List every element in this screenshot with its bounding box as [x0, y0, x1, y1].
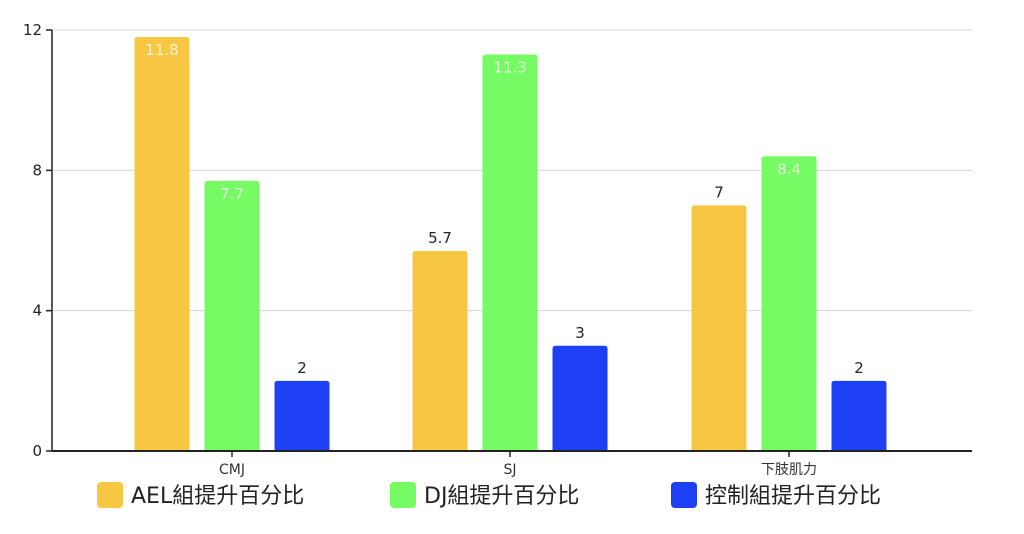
y-axis-ticks: 0 4 8 12 [23, 21, 52, 460]
data-label: 7 [714, 183, 724, 201]
legend-label: DJ組提升百分比 [424, 484, 579, 509]
bars [134, 37, 887, 452]
data-label: 5.7 [428, 229, 452, 247]
bar [482, 54, 538, 451]
data-labels: 11.8 7.7 2 5.7 11.3 3 7 8.4 2 [145, 41, 863, 377]
legend-label: 控制組提升百分比 [705, 484, 881, 509]
data-label: 11.8 [145, 41, 178, 59]
data-label: 3 [575, 324, 585, 342]
legend: AEL組提升百分比 DJ組提升百分比 控制組提升百分比 [97, 482, 881, 509]
data-label: 2 [854, 359, 864, 377]
bar [134, 37, 190, 452]
data-label: 7.7 [220, 185, 244, 203]
y-tick-label: 4 [32, 302, 42, 320]
y-tick-label: 0 [32, 442, 42, 460]
y-tick-label: 12 [23, 21, 42, 39]
data-label: 11.3 [493, 59, 526, 77]
bar [274, 380, 330, 451]
legend-swatch [97, 482, 123, 508]
legend-label: AEL組提升百分比 [131, 484, 304, 509]
bar [761, 156, 817, 452]
x-category-label: SJ [503, 462, 516, 478]
data-label: 2 [297, 359, 307, 377]
bar [831, 380, 887, 451]
legend-swatch [390, 482, 416, 508]
bar [412, 251, 468, 451]
bar [204, 180, 260, 451]
bar [691, 205, 747, 451]
x-category-label: 下肢肌力 [761, 462, 817, 478]
x-category-label: CMJ [219, 462, 245, 478]
y-tick-label: 8 [32, 161, 42, 179]
data-label: 8.4 [777, 160, 801, 178]
legend-swatch [671, 482, 697, 508]
x-axis-categories: CMJ SJ 下肢肌力 [219, 451, 817, 478]
bar [552, 345, 608, 451]
